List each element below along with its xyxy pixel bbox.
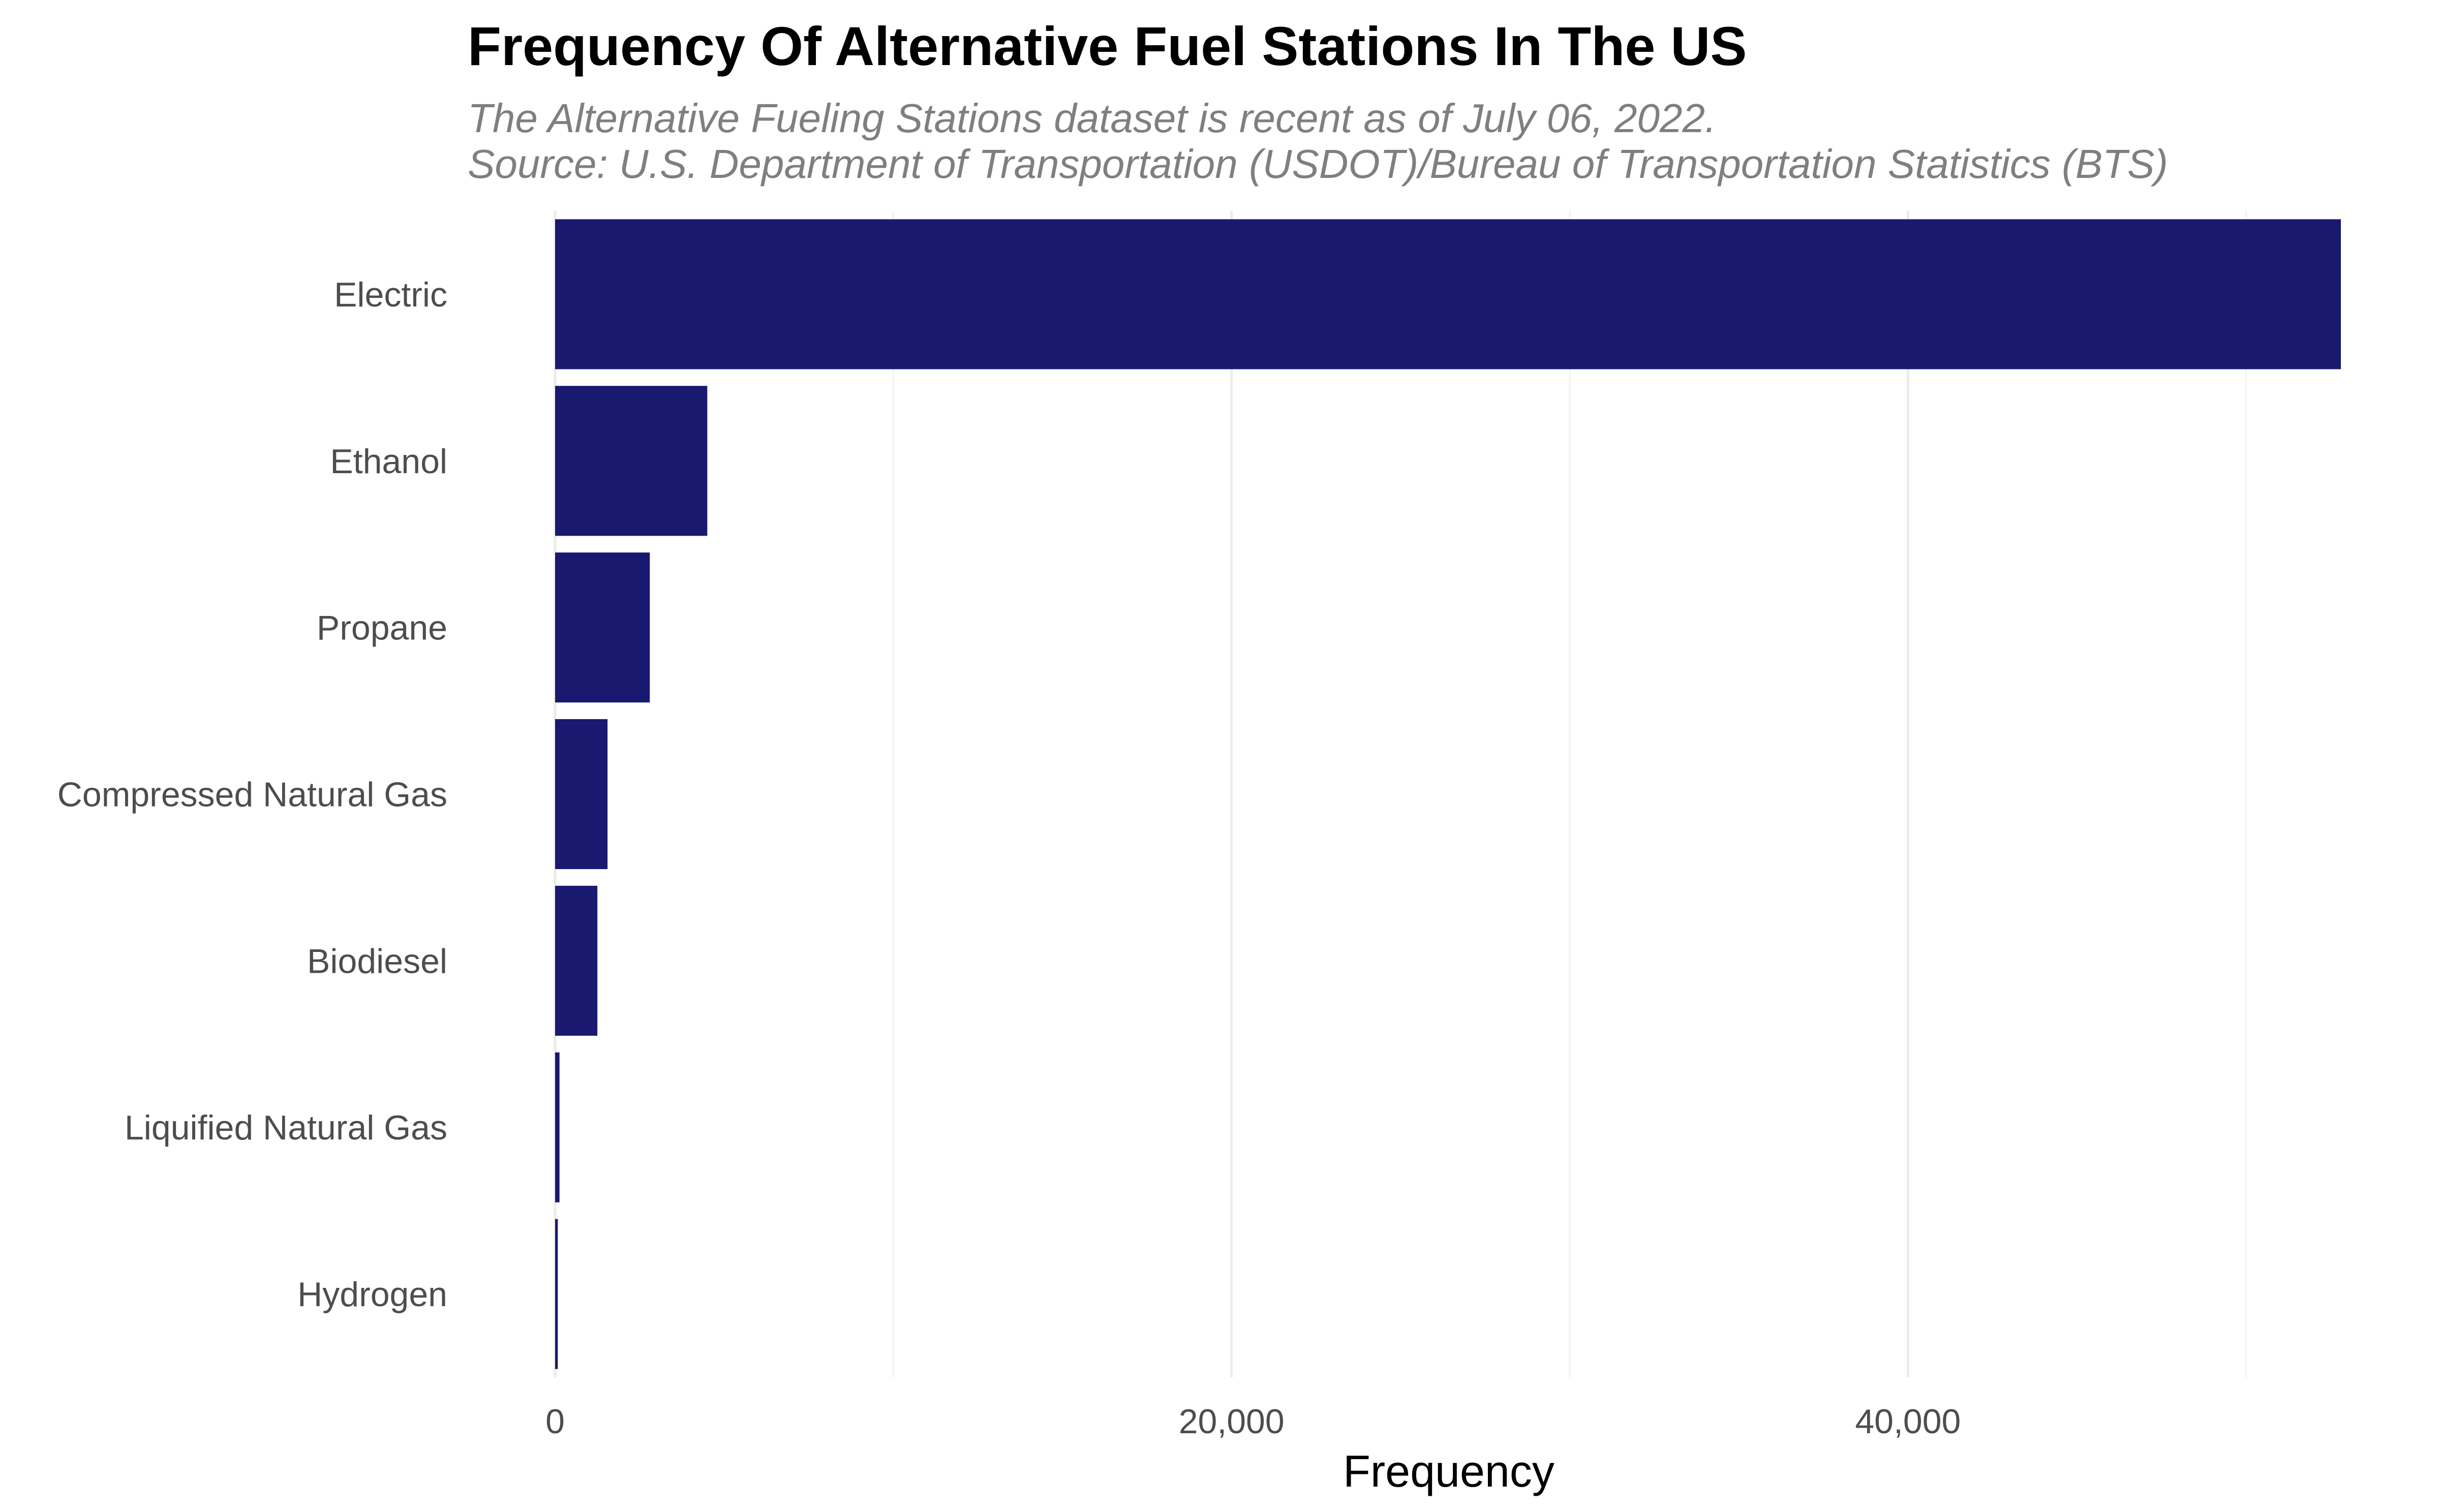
- chart-title: Frequency Of Alternative Fuel Stations I…: [468, 15, 1747, 77]
- bar-electric: [555, 219, 2341, 369]
- category-label-compressed-natural-gas: Compressed Natural Gas: [57, 776, 447, 814]
- bar-biodiesel: [555, 885, 598, 1036]
- bar-hydrogen: [555, 1219, 558, 1369]
- category-label-electric: Electric: [334, 275, 447, 314]
- x-tick-label-0: 0: [545, 1402, 565, 1441]
- category-label-liquified-natural-gas: Liquified Natural Gas: [125, 1108, 447, 1147]
- x-tick-label-1: 20,000: [1179, 1402, 1285, 1441]
- chart-subtitle-line-2: Source: U.S. Department of Transportatio…: [468, 141, 2168, 187]
- x-tick-label-2: 40,000: [1855, 1402, 1961, 1441]
- category-label-biodiesel: Biodiesel: [307, 942, 447, 980]
- grid-lines: [554, 211, 2247, 1377]
- bars: [555, 219, 2341, 1369]
- category-labels: Electric Ethanol Propane Compressed Natural…: [57, 275, 447, 1314]
- category-label-ethanol: Ethanol: [330, 442, 447, 481]
- bar-propane: [555, 552, 650, 703]
- x-tick-labels: 0 20,000 40,000: [545, 1402, 1961, 1441]
- category-label-propane: Propane: [317, 609, 447, 647]
- x-axis-title: Frequency: [1343, 1446, 1554, 1496]
- bar-ethanol: [555, 386, 708, 536]
- bar-liquified-natural-gas: [555, 1052, 560, 1202]
- category-label-hydrogen: Hydrogen: [297, 1275, 447, 1314]
- chart-subtitle-line-1: The Alternative Fueling Stations dataset…: [468, 96, 1716, 141]
- bar-compressed-natural-gas: [555, 719, 608, 870]
